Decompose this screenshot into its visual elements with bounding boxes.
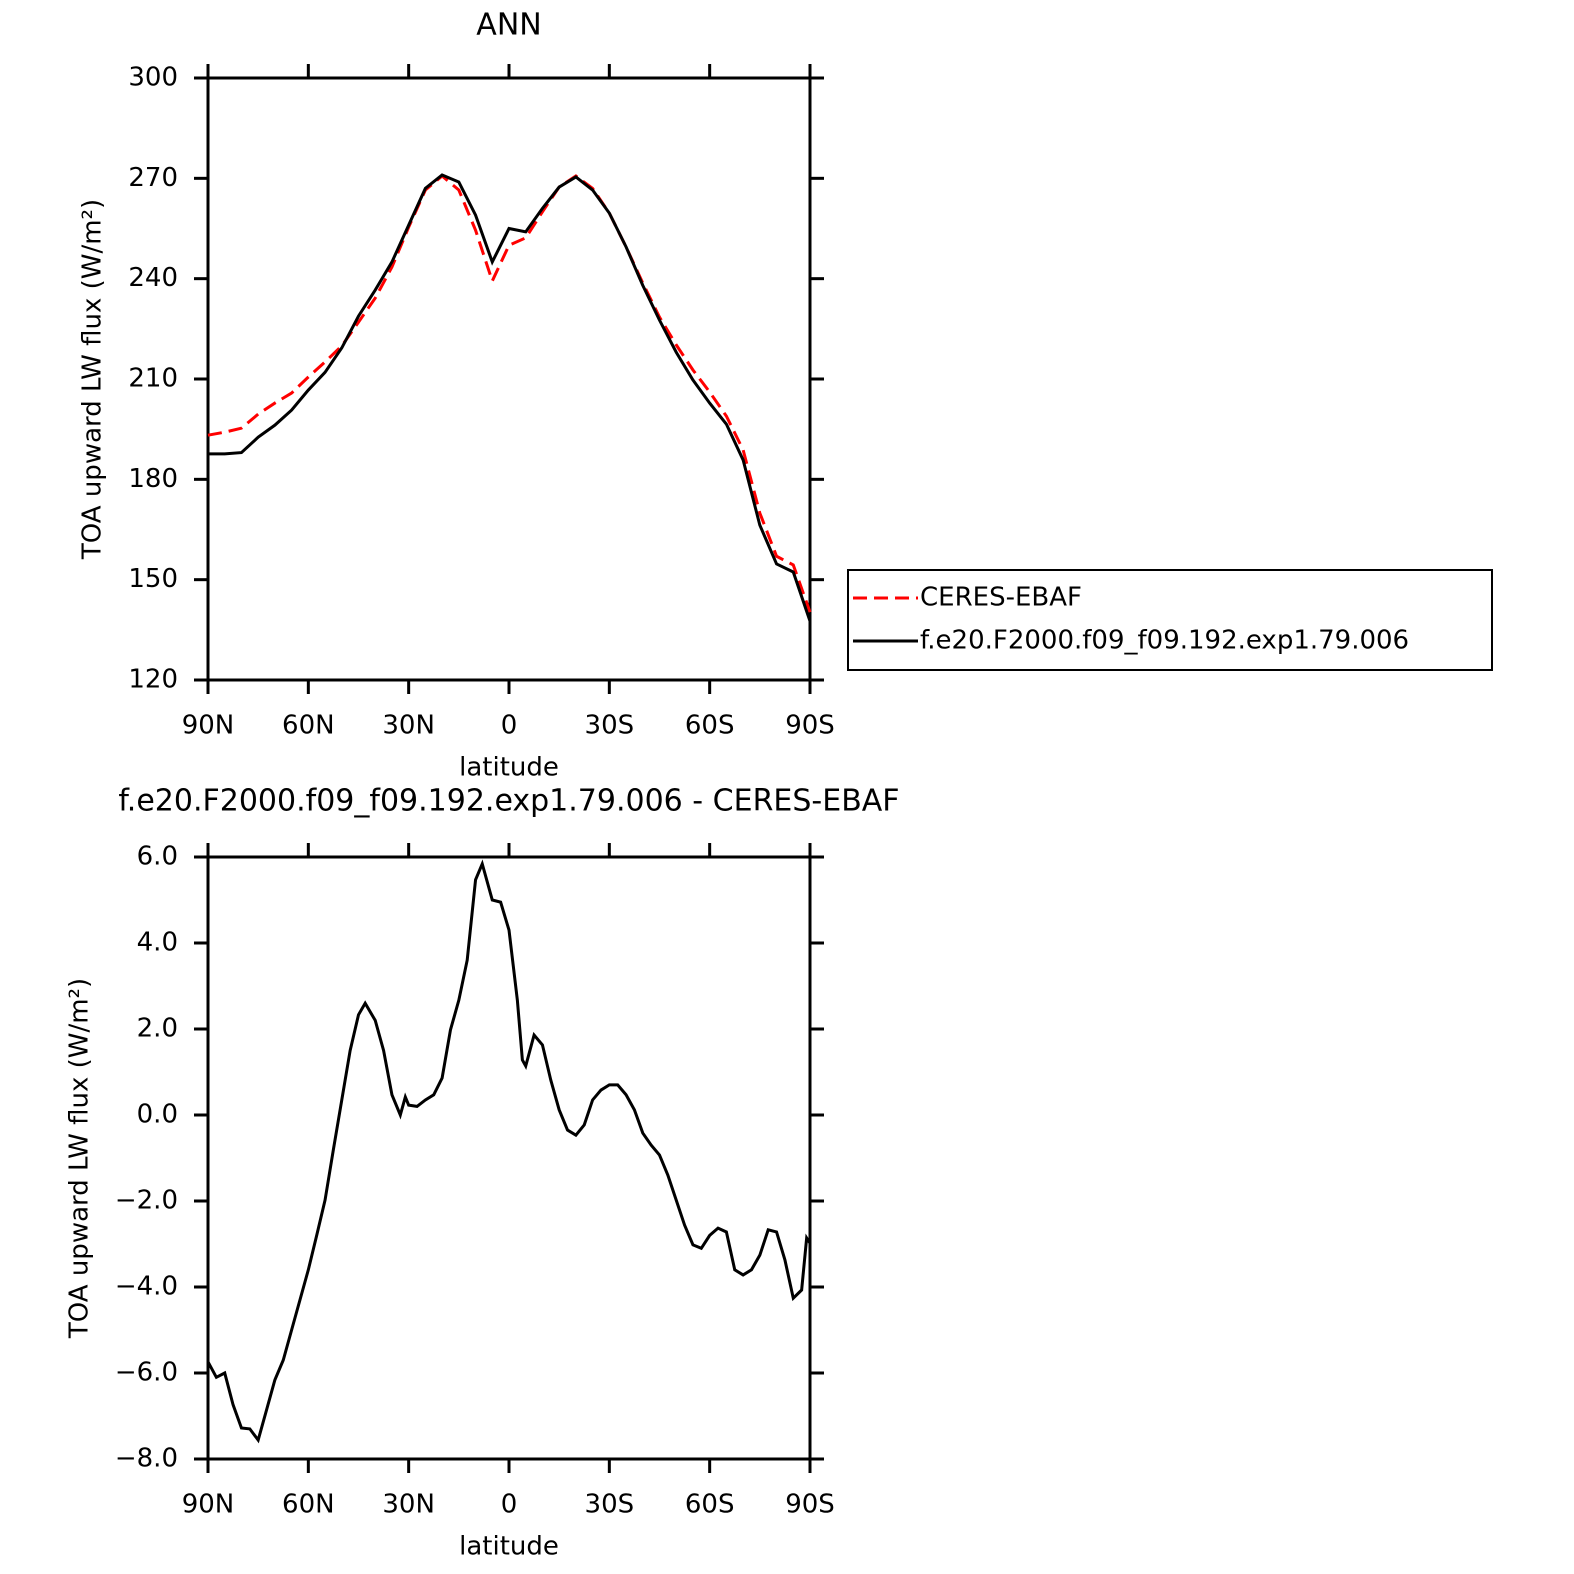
chart-title: ANN <box>476 8 541 43</box>
x-tick-label: 60S <box>685 1490 735 1520</box>
legend-label: CERES-EBAF <box>920 583 1082 613</box>
y-tick-label: 4.0 <box>137 928 178 958</box>
x-tick-label: 30N <box>382 711 435 741</box>
y-tick-label: 150 <box>128 564 178 594</box>
chart-title: f.e20.F2000.f09_f09.192.exp1.79.006 - CE… <box>118 784 899 819</box>
y-tick-label: −4.0 <box>115 1272 178 1302</box>
y-tick-label: 300 <box>128 63 178 93</box>
x-axis-label: latitude <box>459 753 559 783</box>
legend-label: f.e20.F2000.f09_f09.192.exp1.79.006 <box>920 626 1409 656</box>
x-tick-label: 60N <box>282 711 335 741</box>
x-tick-label: 90N <box>182 1490 235 1520</box>
y-axis-label: TOA upward LW flux (W/m²) <box>78 199 108 560</box>
x-tick-label: 90N <box>182 711 235 741</box>
y-tick-label: −6.0 <box>115 1358 178 1388</box>
x-axis-label: latitude <box>459 1532 559 1562</box>
data-line <box>207 174 812 613</box>
y-tick-label: 270 <box>128 163 178 193</box>
y-tick-label: 120 <box>128 665 178 695</box>
x-tick-label: 30S <box>585 711 635 741</box>
y-tick-label: 0.0 <box>137 1100 178 1130</box>
y-tick-label: 240 <box>128 263 178 293</box>
legend-box <box>847 569 1493 671</box>
y-tick-label: −8.0 <box>115 1444 178 1474</box>
plot-frame <box>206 855 812 1461</box>
x-tick-label: 60N <box>282 1490 335 1520</box>
y-tick-label: 2.0 <box>137 1014 178 1044</box>
x-tick-label: 60S <box>685 711 735 741</box>
x-tick-label: 90S <box>785 1490 835 1520</box>
y-axis-label: TOA upward LW flux (W/m²) <box>65 978 95 1339</box>
plot-frame <box>206 76 812 682</box>
y-tick-label: 210 <box>128 364 178 394</box>
x-tick-label: 30N <box>382 1490 435 1520</box>
y-tick-label: 180 <box>128 464 178 494</box>
data-line <box>208 173 812 622</box>
y-tick-label: −2.0 <box>115 1186 178 1216</box>
x-tick-label: 0 <box>501 1490 518 1520</box>
x-tick-label: 0 <box>501 711 518 741</box>
x-tick-label: 30S <box>585 1490 635 1520</box>
y-tick-label: 6.0 <box>137 842 178 872</box>
data-line <box>206 859 812 1444</box>
x-tick-label: 90S <box>785 711 835 741</box>
